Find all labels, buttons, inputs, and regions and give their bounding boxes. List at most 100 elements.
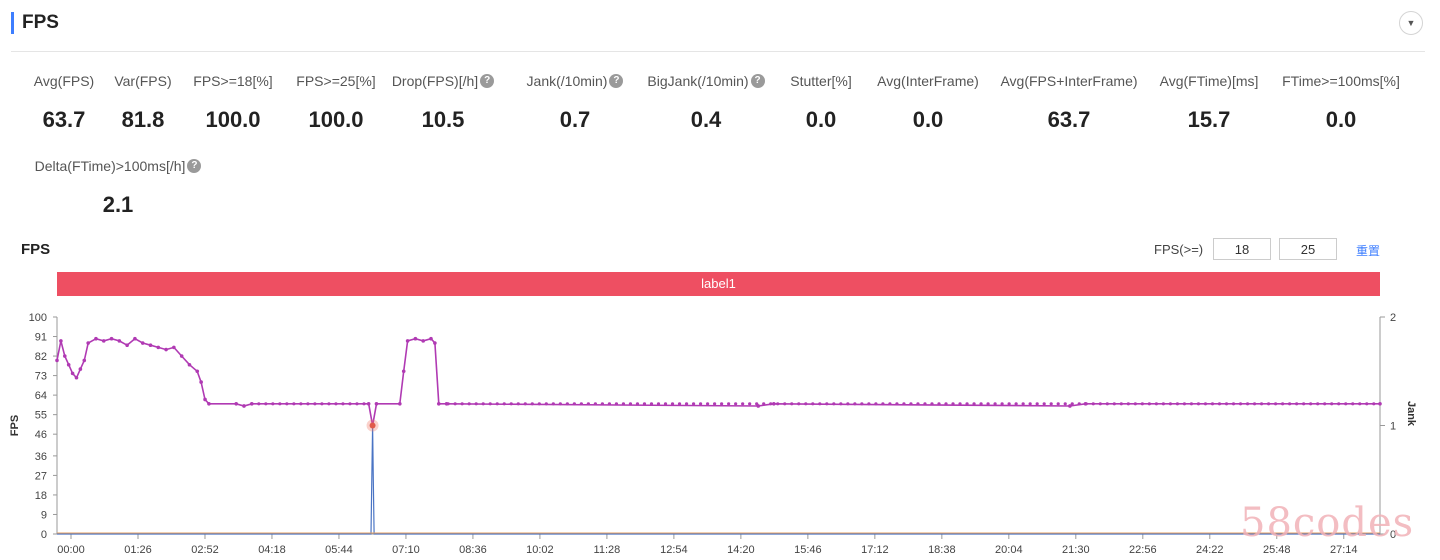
data-point bbox=[355, 402, 359, 406]
metric-value: 0.0 bbox=[805, 107, 837, 132]
data-point bbox=[474, 402, 478, 406]
y-tick-label: 0 bbox=[41, 529, 47, 541]
data-point bbox=[1098, 402, 1102, 406]
metric-value: 10.5 bbox=[421, 107, 465, 132]
data-point bbox=[734, 402, 738, 406]
x-tick-label: 14:20 bbox=[727, 544, 755, 556]
data-point bbox=[1309, 402, 1313, 406]
data-point bbox=[1238, 402, 1243, 406]
data-point bbox=[250, 402, 254, 406]
metric-4: Drop(FPS)[/h]? 10.5 bbox=[353, 72, 533, 133]
question-circle-icon[interactable]: ? bbox=[609, 74, 624, 88]
watermark: 58codes bbox=[1240, 500, 1415, 546]
metric-value: 2.1 bbox=[102, 192, 134, 217]
x-tick-label: 04:18 bbox=[258, 544, 286, 556]
data-point bbox=[1070, 402, 1074, 406]
threshold-low-input[interactable] bbox=[1213, 238, 1271, 260]
data-point bbox=[755, 402, 759, 406]
data-point bbox=[1266, 402, 1271, 406]
data-point bbox=[874, 402, 878, 406]
data-point bbox=[271, 402, 275, 406]
data-point bbox=[958, 402, 962, 406]
data-point bbox=[783, 402, 787, 406]
data-point bbox=[488, 402, 492, 406]
metric-label: Var(FPS) bbox=[114, 72, 171, 90]
y-tick-label: 27 bbox=[35, 470, 47, 482]
metric-label: Avg(FTime)[ms] bbox=[1160, 72, 1259, 90]
chevron-down-icon[interactable]: ▼ bbox=[1399, 11, 1423, 35]
data-point bbox=[628, 402, 633, 406]
data-point bbox=[565, 402, 569, 406]
metric-3: FPS>=25[%] 100.0 bbox=[246, 72, 426, 133]
data-point bbox=[1119, 402, 1123, 406]
data-point bbox=[401, 369, 406, 374]
y-tick-label: 73 bbox=[35, 371, 47, 383]
data-point bbox=[453, 402, 457, 406]
metric-label-text: Var(FPS) bbox=[114, 73, 172, 89]
question-circle-icon[interactable]: ? bbox=[187, 159, 202, 173]
reset-button[interactable]: 重置 bbox=[1356, 244, 1381, 258]
data-point bbox=[1056, 402, 1060, 406]
y2-tick-label: 1 bbox=[1390, 421, 1396, 433]
data-point bbox=[1077, 402, 1081, 406]
data-point bbox=[867, 402, 871, 406]
data-point bbox=[94, 336, 98, 341]
metric-6: BigJank(/10min)? 0.4 bbox=[616, 72, 796, 133]
label-band[interactable]: label1 bbox=[57, 272, 1380, 296]
data-point bbox=[523, 402, 527, 406]
metric-12: Delta(FTime)>100ms[/h]? 2.1 bbox=[28, 157, 208, 218]
x-tick-label: 17:12 bbox=[861, 544, 889, 556]
metric-label-text: Stutter[%] bbox=[790, 73, 852, 89]
data-point bbox=[1035, 402, 1039, 406]
data-point bbox=[986, 402, 990, 406]
data-point bbox=[1323, 402, 1327, 406]
data-point bbox=[433, 341, 437, 345]
data-point bbox=[278, 402, 282, 406]
metric-value: 0.7 bbox=[559, 107, 591, 132]
threshold-high-input[interactable] bbox=[1279, 238, 1337, 260]
metric-value: 0.4 bbox=[690, 107, 722, 132]
data-point bbox=[1007, 402, 1011, 406]
series-line-fps bbox=[56, 337, 1380, 426]
data-point bbox=[172, 345, 176, 350]
data-point bbox=[374, 402, 379, 406]
data-point bbox=[888, 402, 892, 406]
data-point bbox=[1140, 402, 1144, 406]
data-point bbox=[1147, 402, 1151, 406]
data-point bbox=[1372, 402, 1376, 406]
x-tick-label: 24:22 bbox=[1196, 544, 1224, 556]
data-point bbox=[1049, 402, 1053, 406]
data-point bbox=[70, 371, 75, 376]
data-point bbox=[516, 402, 520, 406]
data-point bbox=[860, 402, 864, 406]
data-point bbox=[965, 402, 969, 406]
data-point bbox=[804, 402, 808, 406]
data-point bbox=[467, 402, 471, 406]
data-point bbox=[551, 402, 555, 406]
data-point bbox=[366, 402, 371, 406]
data-point bbox=[1168, 402, 1173, 406]
x-tick-label: 05:44 bbox=[325, 544, 353, 556]
data-point bbox=[727, 402, 731, 406]
data-point bbox=[495, 402, 499, 406]
data-point bbox=[1288, 402, 1292, 406]
fps-chart[interactable]: 0 9 18 27 36 46 55 64 73 82 91 100 0 1 2 00:00 01:26 02:5… bbox=[0, 300, 1440, 560]
data-point bbox=[593, 402, 597, 406]
metric-label-text: Drop(FPS)[/h] bbox=[391, 73, 479, 89]
data-point bbox=[398, 402, 402, 406]
y-tick-label: 18 bbox=[35, 490, 47, 502]
data-point bbox=[257, 402, 261, 406]
question-circle-icon[interactable]: ? bbox=[750, 74, 765, 88]
data-point bbox=[86, 341, 90, 345]
data-point bbox=[1021, 402, 1025, 406]
data-point bbox=[1154, 402, 1158, 406]
data-point bbox=[772, 402, 776, 406]
jank-marker bbox=[369, 422, 376, 429]
data-point bbox=[509, 402, 513, 406]
data-point bbox=[207, 402, 211, 406]
data-point bbox=[649, 402, 654, 406]
question-circle-icon[interactable]: ? bbox=[480, 74, 495, 88]
metric-label: FPS>=18[%] bbox=[193, 72, 272, 90]
metric-value: 100.0 bbox=[205, 107, 261, 132]
metric-value: 0.0 bbox=[1325, 107, 1357, 132]
